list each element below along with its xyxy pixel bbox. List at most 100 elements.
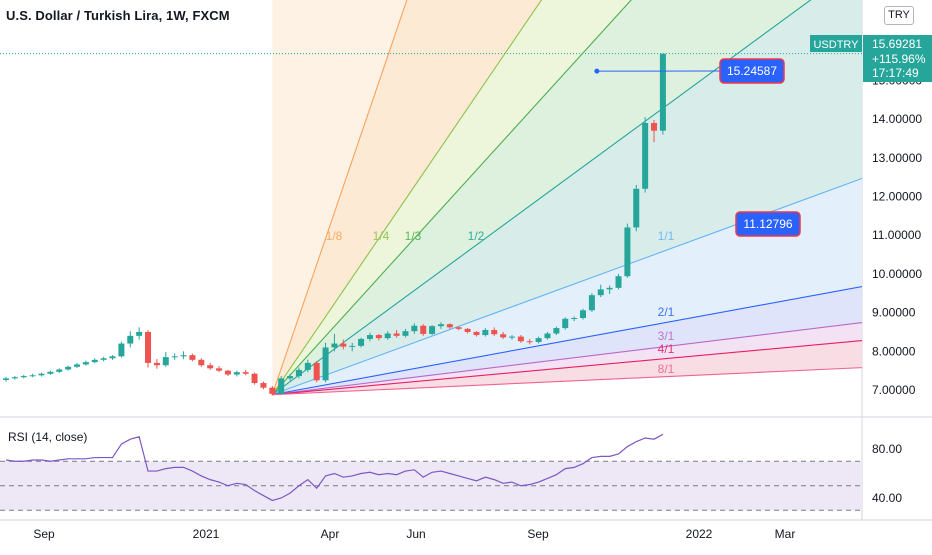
candle-body [127, 336, 133, 344]
candle-body [642, 123, 648, 189]
candle-body [553, 328, 559, 333]
candle-body [544, 333, 550, 338]
candle-body [580, 310, 586, 318]
candle-body [216, 368, 222, 370]
candle-body [65, 367, 71, 370]
candle-body [571, 318, 577, 319]
candle-body [172, 356, 178, 357]
candle-body [616, 276, 622, 288]
price-tick: 9.00000 [872, 306, 916, 320]
candle-body [394, 333, 400, 335]
candle-body [465, 329, 471, 332]
candle-body [305, 363, 311, 370]
symbol-tag: USDTRY [813, 39, 859, 51]
candle-body [136, 332, 142, 336]
candle-body [74, 364, 80, 366]
candle-body [225, 371, 231, 375]
callout-label: 15.24587 [727, 64, 777, 78]
fan-label-1-1: 1/1 [658, 229, 675, 243]
time-tick: Mar [775, 527, 796, 541]
candle-body [598, 289, 604, 295]
price-tick: 8.00000 [872, 344, 916, 358]
time-tick: Sep [33, 527, 55, 541]
candle-body [3, 378, 9, 380]
time-tick: 2022 [686, 527, 713, 541]
candle-body [527, 341, 533, 342]
candle-body [323, 347, 329, 380]
candle-body [447, 324, 453, 327]
candle-body [358, 339, 364, 346]
candle-body [349, 346, 355, 347]
price-box-price: 15.69281 [872, 37, 922, 51]
fan-label-2-1: 2/1 [658, 305, 675, 319]
candle-body [314, 363, 320, 380]
candle-body [296, 370, 302, 376]
rsi-tick: 40.00 [872, 491, 902, 505]
candle-body [536, 338, 542, 342]
candle-body [473, 332, 479, 335]
price-box-change: +115.96% [872, 52, 926, 66]
candle-body [500, 334, 506, 337]
candle-body [110, 356, 116, 358]
time-tick: Sep [527, 527, 549, 541]
fan-label-8-1: 8/1 [658, 362, 675, 376]
candle-body [331, 344, 337, 348]
candle-body [154, 363, 160, 365]
candle-body [589, 295, 595, 310]
rsi-pane [0, 434, 862, 510]
candle-body [562, 319, 568, 328]
rsi-title: RSI (14, close) [8, 430, 87, 444]
candle-body [402, 331, 408, 336]
price-tick: 10.00000 [872, 267, 922, 281]
candle-body [287, 376, 293, 378]
candle-body [438, 324, 444, 326]
candle-body [39, 374, 45, 376]
currency-button[interactable]: TRY [884, 6, 914, 25]
candle-body [660, 54, 666, 131]
fan-label-1-2: 1/2 [468, 229, 485, 243]
price-tick: 12.00000 [872, 190, 922, 204]
candle-body [92, 360, 98, 362]
candle-body [633, 189, 639, 228]
price-tick: 7.00000 [872, 383, 916, 397]
candle-body [181, 355, 187, 356]
candle-body [145, 332, 151, 363]
candle-body [243, 372, 249, 374]
fan-label-1-8: 1/8 [326, 229, 343, 243]
candle-body [376, 335, 382, 338]
callout-anchor [594, 69, 599, 74]
candle-body [491, 330, 497, 334]
candle-body [260, 383, 266, 388]
time-tick: Apr [321, 527, 340, 541]
candle-body [56, 369, 62, 371]
price-tick: 13.00000 [872, 151, 922, 165]
fan-label-3-1: 3/1 [658, 329, 675, 343]
candle-body [429, 326, 435, 334]
fan-label-1-4: 1/4 [373, 229, 390, 243]
candle-body [101, 358, 107, 360]
candle-body [83, 362, 89, 364]
candle-body [278, 378, 284, 393]
price-box-countdown: 17:17:49 [872, 66, 919, 80]
fan-label-1-3: 1/3 [405, 229, 422, 243]
price-tick: 14.00000 [872, 112, 922, 126]
candle-body [198, 360, 204, 365]
price-tick: 11.00000 [872, 228, 921, 242]
candle-body [367, 335, 373, 339]
fan-label-4-1: 4/1 [658, 342, 675, 356]
candle-body [411, 326, 417, 331]
time-tick: 2021 [193, 527, 220, 541]
candle-body [269, 388, 275, 394]
chart-title: U.S. Dollar / Turkish Lira, 1W, FXCM [6, 8, 230, 23]
candle-body [482, 330, 488, 335]
candle-body [420, 326, 426, 334]
candle-body [163, 357, 169, 365]
candle-body [509, 337, 515, 338]
candle-body [12, 377, 18, 378]
candle-body [252, 374, 258, 383]
candle-body [651, 123, 657, 131]
candle-body [607, 288, 613, 290]
candle-body [30, 375, 36, 376]
